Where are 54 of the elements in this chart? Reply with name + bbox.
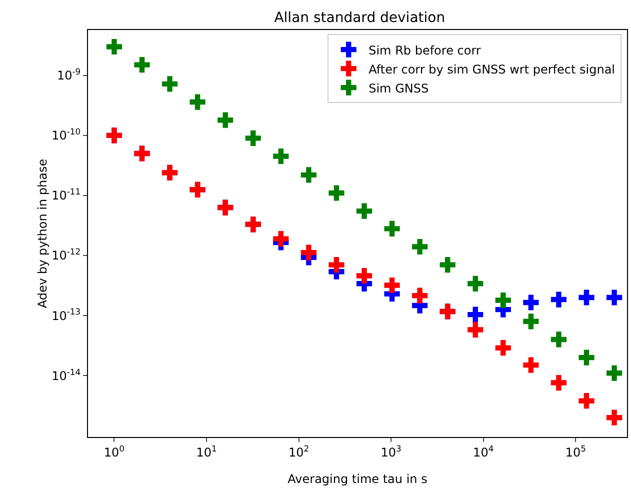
- point: [162, 76, 178, 92]
- x-tick-label: 10$^{5}$: [565, 443, 586, 460]
- point: [578, 350, 594, 366]
- point: [300, 167, 316, 183]
- point: [384, 220, 400, 236]
- y-tick-label: 10$^{-11}$: [52, 186, 81, 203]
- x-tick-label: 10$^{4}$: [473, 443, 494, 460]
- x-tick-label: 10$^{3}$: [380, 443, 402, 460]
- legend-label: Sim Rb before corr: [368, 43, 481, 58]
- y-tick-label: 10$^{-10}$: [52, 126, 81, 143]
- y-tick-label: 10$^{-13}$: [52, 306, 81, 323]
- point: [300, 244, 316, 260]
- x-tick-label: 10$^{0}$: [104, 443, 125, 460]
- point: [218, 112, 234, 128]
- y-tick-label: 10$^{-12}$: [52, 246, 81, 263]
- x-axis-title: Averaging time tau in s: [288, 472, 428, 486]
- point: [550, 374, 567, 391]
- legend-label: Sim GNSS: [368, 81, 429, 96]
- y-axis-title: Adev by python in phase: [36, 158, 50, 308]
- x-tick-label: 10$^{2}$: [288, 443, 310, 460]
- point: [384, 277, 400, 294]
- point: [606, 290, 622, 306]
- point: [190, 94, 206, 110]
- point: [412, 288, 428, 304]
- point: [606, 410, 622, 426]
- point: [523, 357, 539, 373]
- point: [523, 294, 539, 310]
- point: [134, 57, 150, 73]
- point: [578, 290, 594, 306]
- chart-title: Allan standard deviation: [274, 10, 446, 26]
- point: [550, 332, 567, 348]
- point: [606, 365, 622, 381]
- x-tick-label: 10$^{1}$: [196, 443, 217, 460]
- y-tick-label: 10$^{-9}$: [56, 66, 81, 83]
- point: [412, 238, 428, 255]
- point: [356, 268, 372, 284]
- point: [356, 203, 372, 219]
- point: [328, 257, 344, 273]
- point: [468, 322, 484, 338]
- point: [495, 340, 511, 356]
- point: [440, 257, 456, 273]
- point: [495, 292, 511, 308]
- point: [328, 185, 344, 201]
- point: [273, 230, 289, 247]
- y-tick-label: 10$^{-14}$: [52, 366, 81, 383]
- point: [245, 130, 261, 146]
- point: [523, 314, 539, 330]
- point: [106, 38, 122, 55]
- legend-label: After corr by sim GNSS wrt perfect signal: [368, 62, 616, 76]
- point: [550, 292, 567, 308]
- point: [578, 393, 594, 409]
- point: [468, 276, 484, 292]
- point: [273, 148, 289, 164]
- point: [468, 306, 484, 322]
